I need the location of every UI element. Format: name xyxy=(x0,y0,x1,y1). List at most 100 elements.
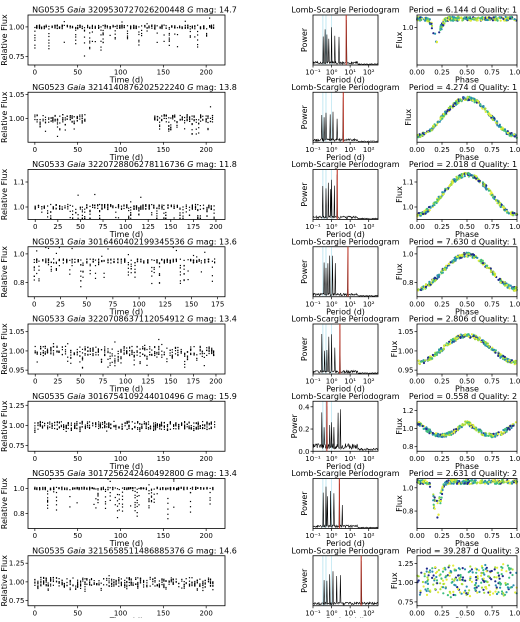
light-curve-point xyxy=(62,25,63,26)
light-curve-point xyxy=(154,119,155,120)
light-curve-point xyxy=(71,425,72,426)
light-curve-point xyxy=(166,115,167,116)
light-curve-point xyxy=(211,205,212,206)
light-curve-point xyxy=(206,33,207,34)
light-curve-point xyxy=(115,504,116,505)
light-curve-point xyxy=(212,261,213,262)
phase-point xyxy=(485,111,487,113)
light-curve-point xyxy=(120,356,121,357)
light-curve-point xyxy=(75,589,76,590)
light-curve-point xyxy=(135,507,136,508)
phase-point xyxy=(514,361,516,363)
light-curve-point xyxy=(115,487,116,488)
phase-point xyxy=(507,287,509,289)
light-curve-point xyxy=(40,348,41,349)
phase-point xyxy=(492,273,494,275)
light-curve-point xyxy=(45,122,46,123)
light-curve-point xyxy=(176,259,177,260)
phase-point xyxy=(511,212,513,214)
light-curve-point xyxy=(161,28,162,29)
light-curve-point xyxy=(138,214,139,215)
light-curve-point xyxy=(119,28,120,29)
light-curve-point xyxy=(117,494,118,495)
light-curve-point xyxy=(70,588,71,589)
light-curve-point xyxy=(151,354,152,355)
light-curve-point xyxy=(147,30,148,31)
light-curve-point xyxy=(214,217,215,218)
light-curve-point xyxy=(68,422,69,423)
light-curve-point xyxy=(114,365,115,366)
light-curve-point xyxy=(117,262,118,263)
light-curve-point xyxy=(40,426,41,427)
light-curve-point xyxy=(191,425,192,426)
light-curve-point xyxy=(173,487,174,488)
light-curve-point xyxy=(164,429,165,430)
lc-ytick-label: 1.00 xyxy=(9,115,25,123)
light-curve-point xyxy=(128,428,129,429)
light-curve-point xyxy=(66,431,67,432)
phase-point xyxy=(448,341,450,343)
light-curve-point xyxy=(72,577,73,578)
light-curve-point xyxy=(177,46,178,47)
light-curve-point xyxy=(76,428,77,429)
phase-point xyxy=(436,351,438,353)
light-curve-point xyxy=(212,121,213,122)
light-curve-point xyxy=(82,28,83,29)
light-curve-point xyxy=(36,488,37,489)
light-curve-point xyxy=(53,354,54,355)
light-curve-point xyxy=(89,206,90,207)
phase-point xyxy=(422,288,424,290)
light-curve-point xyxy=(131,584,132,585)
light-curve-point xyxy=(119,509,120,510)
phase-point xyxy=(506,19,508,21)
light-curve-point xyxy=(87,421,88,422)
light-curve-point xyxy=(57,123,58,124)
phase-point xyxy=(497,17,499,19)
light-curve-point xyxy=(131,582,132,583)
ph-ylabel: Flux xyxy=(395,418,404,435)
light-curve-point xyxy=(146,424,147,425)
light-curve-point xyxy=(118,217,119,218)
light-curve-point xyxy=(70,116,71,117)
light-curve-point xyxy=(40,352,41,353)
light-curve-point xyxy=(37,422,38,423)
light-curve-point xyxy=(128,268,129,269)
phase-point xyxy=(497,20,499,22)
light-curve-point xyxy=(70,363,71,364)
ph-ytick-label: 0.95 xyxy=(398,367,414,375)
ph-ytick-label: 0.8 xyxy=(402,508,413,516)
phase-point xyxy=(492,349,494,351)
light-curve-point xyxy=(184,265,185,266)
light-curve-point xyxy=(174,217,175,218)
light-curve-point xyxy=(40,581,41,582)
light-curve-point xyxy=(107,348,108,349)
light-curve-point xyxy=(44,205,45,206)
light-curve-point xyxy=(212,489,213,490)
light-curve-point xyxy=(66,489,67,490)
light-curve-point xyxy=(89,41,90,42)
light-curve-point xyxy=(137,259,138,260)
light-curve-point xyxy=(213,355,214,356)
light-curve-point xyxy=(213,351,214,352)
lc-xtick-label: 75 xyxy=(99,223,108,231)
light-curve-point xyxy=(165,489,166,490)
light-curve-point xyxy=(211,27,212,28)
phase-point xyxy=(429,284,431,286)
phase-point xyxy=(452,105,454,107)
light-curve-point xyxy=(84,488,85,489)
phase-point xyxy=(506,481,508,483)
light-curve-point xyxy=(140,363,141,364)
light-curve-point xyxy=(72,210,73,211)
light-curve-point xyxy=(177,206,178,207)
light-curve-point xyxy=(139,427,140,428)
light-curve-point xyxy=(118,426,119,427)
star-row-6: NG0535 Gaia 3016754109244010496 G mag: 1… xyxy=(0,392,520,471)
phase-point xyxy=(421,135,423,137)
ph-ytick-label: 1.2 xyxy=(402,407,413,415)
light-curve-point xyxy=(165,488,166,489)
light-curve-point xyxy=(50,577,51,578)
phase-point xyxy=(477,100,479,102)
ph-xtick-label: 0.25 xyxy=(434,378,450,386)
light-curve-point xyxy=(57,25,58,26)
light-curve-point xyxy=(196,129,197,130)
